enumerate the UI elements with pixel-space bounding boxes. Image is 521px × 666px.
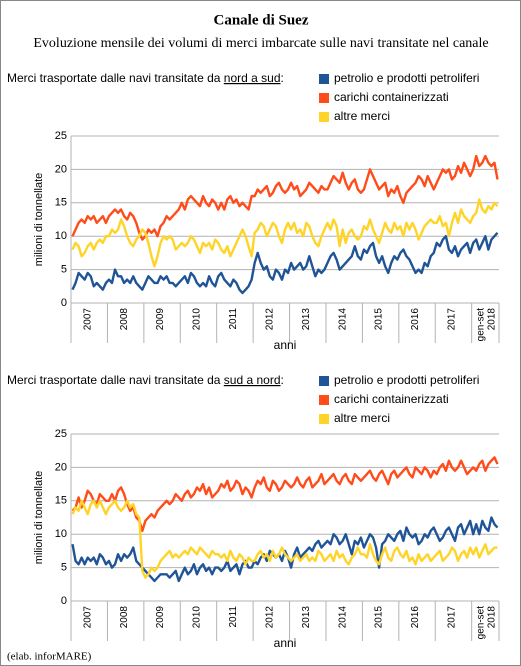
x-tick-label: 2016: [410, 606, 421, 629]
x-tick-label: 2011: [228, 308, 239, 330]
y-tick-label: 0: [61, 595, 67, 607]
x-tick-label: 2008: [119, 606, 130, 629]
x-tick-label-line: gen-set: [475, 308, 486, 342]
legend-swatch: [319, 74, 329, 84]
y-tick-label: 10: [55, 528, 67, 540]
y-tick-label: 20: [55, 461, 67, 473]
x-tick-label: 2011: [228, 606, 239, 628]
x-tick-label: 2010: [192, 308, 203, 331]
legend-label: carichi containerizzati: [334, 392, 449, 406]
x-tick-label: 2012: [264, 606, 275, 629]
heading-part: Merci trasportate dalle navi transitate …: [7, 373, 224, 387]
heading-part: nord a sud: [224, 71, 281, 85]
x-tick-label: 2009: [155, 606, 166, 629]
x-tick-label: 2016: [410, 308, 421, 331]
series-line: [71, 516, 499, 583]
x-tick-label: 2014: [337, 308, 348, 331]
x-tick-label: 2017: [447, 308, 458, 331]
legend-label: petrolio e prodotti petroliferi: [334, 71, 479, 85]
legend-heading: Merci trasportate dalle navi transitate …: [7, 71, 284, 85]
heading-part: :: [281, 71, 284, 85]
y-tick-label: 5: [61, 562, 67, 574]
legend-swatch: [319, 414, 329, 424]
series-line: [71, 154, 499, 241]
y-tick-label: 0: [61, 297, 67, 309]
x-tick-label: 2010: [192, 606, 203, 629]
x-tick-label: 2013: [301, 606, 312, 629]
x-tick-label: 2008: [119, 308, 130, 331]
y-axis-label: milioni di tonnellate: [33, 471, 45, 565]
x-tick-label: 2015: [374, 606, 385, 629]
title: Canale di Suez: [213, 12, 308, 28]
x-tick-label: 2017: [447, 606, 458, 629]
x-tick-label: 2014: [337, 606, 348, 629]
legend-swatch: [319, 112, 329, 122]
y-tick-label: 25: [55, 428, 67, 440]
x-tick-label-line: gen-set: [475, 606, 486, 640]
y-axis-label: milioni di tonnellate: [33, 173, 45, 267]
legend-swatch: [319, 395, 329, 405]
subtitle: Evoluzione mensile dei volumi di merci i…: [33, 36, 488, 51]
heading-part: :: [281, 373, 284, 387]
legend-label: petrolio e prodotti petroliferi: [334, 373, 479, 387]
x-tick-label: 2013: [301, 308, 312, 331]
series-line: [71, 232, 499, 295]
y-tick-label: 20: [55, 163, 67, 175]
y-tick-label: 25: [55, 130, 67, 142]
y-tick-label: 15: [55, 495, 67, 507]
heading-part: sud a nord: [224, 373, 281, 387]
y-tick-label: 10: [55, 230, 67, 242]
x-tick-label-line: 2018: [486, 606, 497, 629]
x-tick-label-line: 2018: [486, 308, 497, 331]
credit: (elab. inforMARE): [7, 651, 92, 663]
x-tick-label: 2012: [264, 308, 275, 331]
legend-heading: Merci trasportate dalle navi transitate …: [7, 373, 284, 387]
legend-label: altre merci: [334, 411, 390, 425]
x-axis-label: anni: [274, 338, 297, 352]
x-tick-label: gen-set2018: [475, 308, 497, 342]
x-tick-label: 2007: [82, 308, 93, 331]
x-tick-label: 2007: [82, 606, 93, 629]
legend-swatch: [319, 376, 329, 386]
x-axis-label: anni: [274, 636, 297, 650]
y-tick-label: 5: [61, 264, 67, 276]
series-line: [71, 499, 498, 579]
y-tick-label: 15: [55, 197, 67, 209]
x-tick-label: gen-set2018: [475, 606, 497, 640]
legend-label: altre merci: [334, 109, 390, 123]
x-tick-label: 2009: [155, 308, 166, 331]
series-line: [71, 198, 499, 268]
legend-swatch: [319, 93, 329, 103]
heading-part: Merci trasportate dalle navi transitate …: [7, 71, 224, 85]
legend-label: carichi containerizzati: [334, 90, 449, 104]
x-tick-label: 2015: [374, 308, 385, 331]
series-line: [71, 456, 499, 533]
